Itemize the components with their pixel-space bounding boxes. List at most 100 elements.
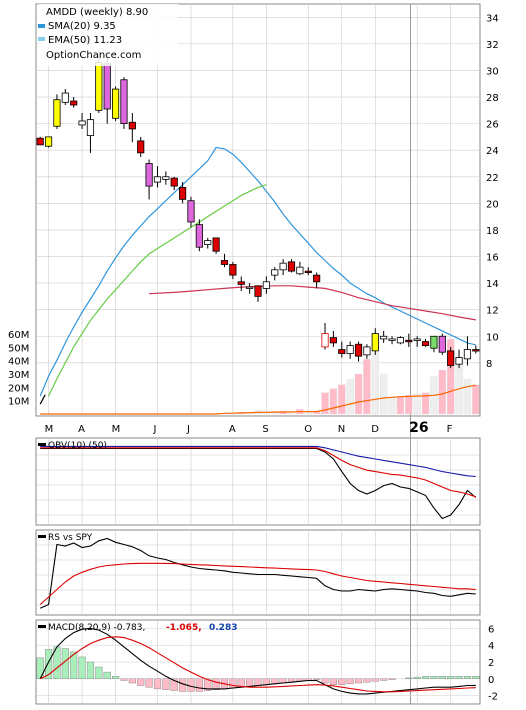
candle-body	[346, 345, 354, 354]
candle	[36, 136, 44, 146]
month-label: 26	[409, 420, 428, 436]
candle	[153, 166, 162, 188]
volume-bar	[396, 396, 405, 415]
candle-body	[472, 349, 480, 352]
candle	[304, 267, 312, 276]
candle	[78, 112, 86, 129]
macd-histogram-bar	[254, 678, 262, 686]
macd-histogram-bar	[354, 678, 363, 684]
candle	[405, 333, 413, 347]
price-tick-label: 30	[486, 66, 499, 77]
macd-histogram-bar	[45, 649, 53, 680]
macd-histogram-bar	[120, 678, 128, 681]
candle	[262, 276, 270, 294]
month-label: S	[262, 424, 268, 435]
month-label: M	[45, 424, 54, 435]
macd-label: MACD(8,20,9) -0.783,	[48, 623, 145, 633]
candle-body	[61, 92, 69, 103]
candle	[195, 219, 203, 252]
candle	[455, 349, 463, 369]
candle-body	[329, 337, 337, 344]
candle	[430, 335, 438, 353]
month-label: J	[152, 424, 156, 435]
candle-body	[195, 224, 203, 248]
price-tick-label: 32	[486, 40, 499, 51]
macd-line	[39, 627, 476, 695]
volume-bar	[354, 373, 363, 415]
volume-bar	[421, 392, 430, 415]
candle	[338, 341, 346, 358]
candle-body	[262, 281, 270, 289]
volume-bar	[388, 397, 396, 415]
month-label: A	[78, 424, 85, 435]
candle	[204, 237, 212, 249]
legend-ema: EMA(50) 11.23	[48, 35, 122, 46]
candle-body	[153, 176, 162, 183]
month-label: D	[371, 424, 379, 435]
candle	[271, 267, 279, 281]
candle-body	[380, 335, 388, 340]
candle	[287, 259, 296, 273]
candle	[380, 330, 388, 343]
macd-swatch	[38, 625, 46, 628]
price-tick-label: 22	[486, 173, 499, 184]
candle-body	[430, 335, 438, 349]
candle-body	[279, 262, 287, 271]
volume-bar	[279, 411, 287, 415]
volume-bar	[338, 384, 346, 415]
candle-body	[44, 136, 53, 147]
candle-body	[86, 119, 95, 136]
volume-tick-label: 10M	[8, 397, 29, 408]
candle-body	[112, 88, 120, 119]
macd-histogram-bar	[103, 671, 111, 680]
volume-average-line	[40, 384, 476, 415]
candle-body	[447, 350, 455, 366]
macd-tick-label: 6	[488, 624, 494, 635]
candle-body	[463, 349, 472, 360]
price-tick-label: 16	[486, 253, 499, 264]
macd-histogram-bar	[36, 657, 44, 679]
macd-histogram-bar	[405, 677, 413, 680]
macd-histogram-bar	[78, 656, 86, 680]
macd-histogram-bar	[413, 676, 421, 679]
volume-bar	[447, 339, 455, 415]
candle-body	[405, 339, 413, 343]
macd-histogram-bar	[204, 678, 212, 691]
candle	[421, 338, 430, 347]
candle-body	[145, 163, 153, 187]
ema50-line	[149, 285, 476, 321]
candle-body	[388, 338, 396, 341]
macd-histogram-bar	[137, 678, 145, 686]
price-start-segment	[39, 394, 46, 405]
candle-body	[313, 274, 321, 283]
macd-histogram-bar	[472, 676, 480, 680]
volume-bar	[379, 373, 388, 415]
candle	[170, 176, 178, 191]
candle	[354, 341, 363, 362]
volume-bar	[346, 379, 354, 415]
candle	[53, 94, 61, 129]
macd-histogram-bar	[455, 676, 463, 680]
macd-tick-label: 0	[488, 675, 494, 686]
candle-body	[95, 62, 103, 111]
candle-body	[70, 100, 78, 106]
legend-source: OptionChance.com	[46, 50, 141, 61]
candle	[44, 136, 53, 148]
macd-histogram-bar	[70, 651, 78, 679]
candle-body	[36, 137, 44, 146]
rs-label: RS vs SPY	[48, 533, 93, 543]
macd-histogram-bar	[313, 678, 321, 680]
candle	[363, 344, 371, 359]
macd-histogram-bar	[128, 678, 136, 684]
candle-body	[179, 187, 187, 200]
volume-tick-label: 30M	[8, 370, 29, 381]
ema-swatch	[38, 37, 45, 41]
candle-body	[187, 200, 195, 223]
price-tick-label: 18	[486, 226, 499, 237]
candle	[246, 283, 254, 294]
rs-line	[39, 537, 476, 609]
candle-body	[237, 281, 245, 285]
volume-bar	[413, 393, 421, 415]
